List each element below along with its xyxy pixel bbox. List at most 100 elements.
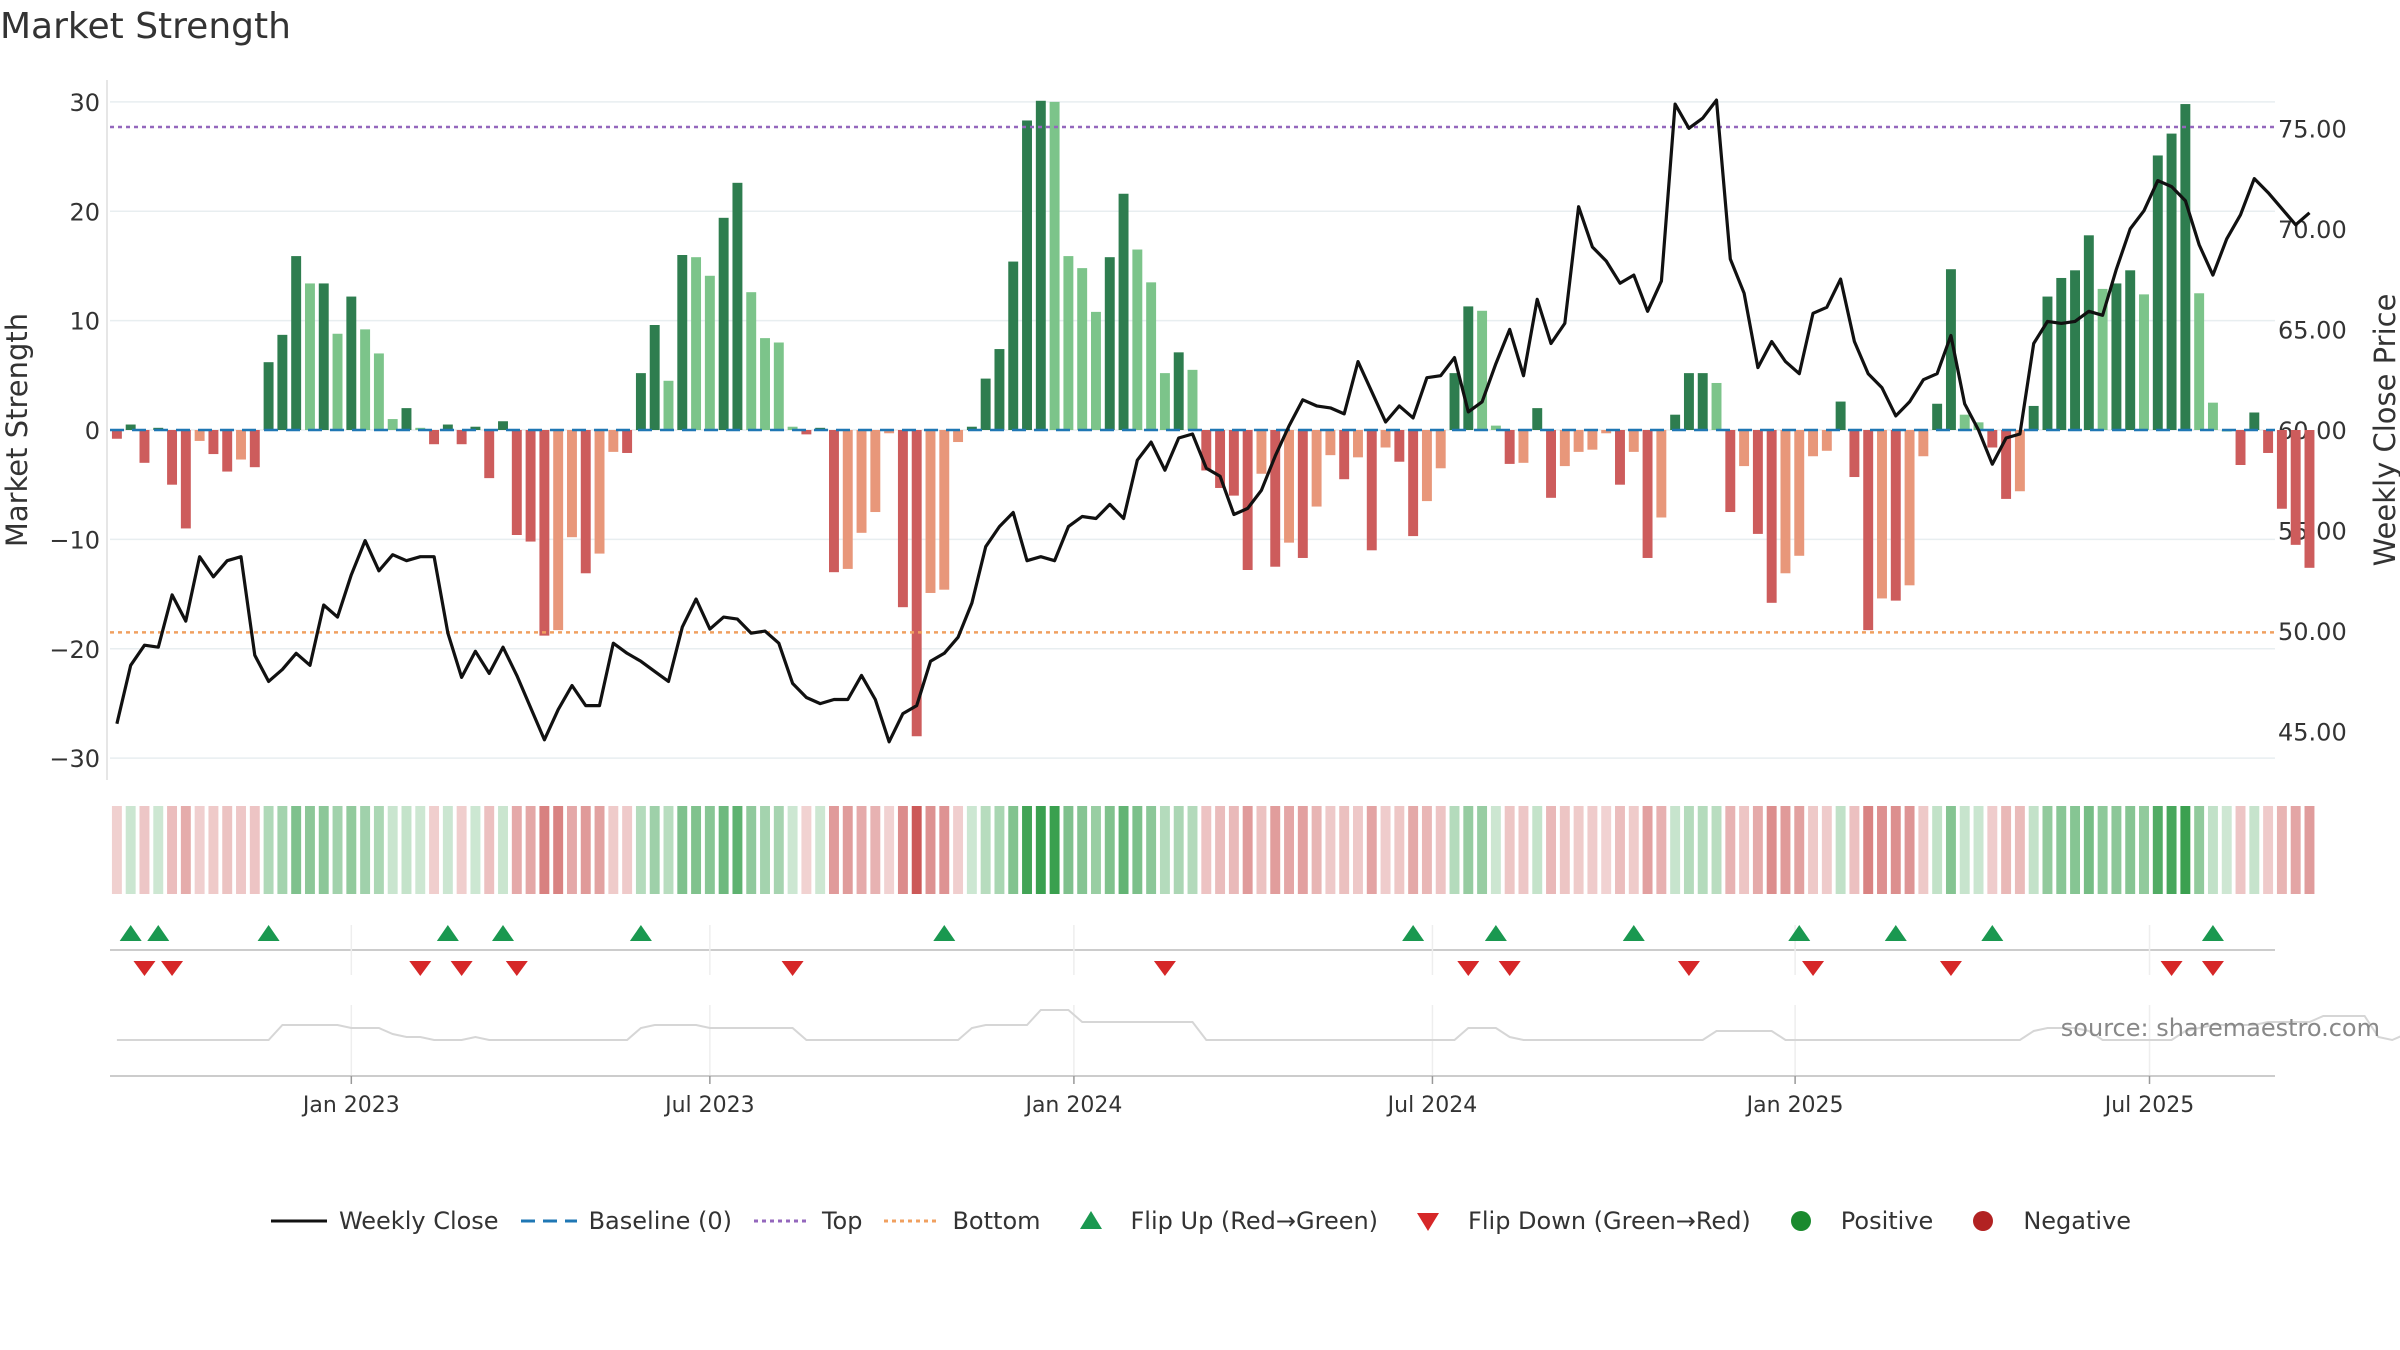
strength-bar xyxy=(622,430,633,453)
heat-strip-cell xyxy=(1546,806,1556,894)
x-tick-label: Jul 2024 xyxy=(1386,1093,1478,1118)
heat-strip-cell xyxy=(291,806,302,894)
heat-strip-cell xyxy=(1752,806,1763,894)
strength-bar xyxy=(2028,405,2039,430)
strength-bar xyxy=(1532,408,1543,430)
strength-bar xyxy=(1242,430,1253,570)
legend-item-weekly-close: Weekly Close xyxy=(269,1206,499,1236)
flip-down-marker xyxy=(161,961,184,976)
legend-label-negative: Negative xyxy=(2023,1207,2132,1235)
heat-strip-cell xyxy=(401,806,412,894)
strength-bar xyxy=(842,430,853,569)
strength-bar xyxy=(2152,155,2163,430)
heat-strip-cell xyxy=(1477,806,1488,894)
heat-strip-cell xyxy=(470,806,481,894)
strength-bar xyxy=(829,430,839,573)
heat-strip-cell xyxy=(1325,806,1336,894)
y2-tick-label: 65.00 xyxy=(2278,316,2347,344)
heat-strip-cell xyxy=(318,806,329,894)
strength-bar xyxy=(291,256,302,430)
heat-strip-cell xyxy=(1256,806,1267,894)
strength-bar xyxy=(2194,293,2205,430)
flip-up-marker xyxy=(1402,925,1425,941)
y-tick-label: −30 xyxy=(49,745,100,773)
heat-strip-cell xyxy=(153,806,164,894)
strength-bar xyxy=(1670,414,1681,430)
flip-down-marker xyxy=(1457,961,1480,976)
strength-bar xyxy=(1987,430,1998,448)
strength-bar xyxy=(1463,306,1474,430)
heat-strip-cell xyxy=(1642,806,1653,894)
strength-bar xyxy=(1077,268,1088,430)
strength-bar xyxy=(1518,430,1529,463)
strength-bar xyxy=(773,342,784,430)
heat-strip-cell xyxy=(691,806,702,894)
strength-bar xyxy=(498,421,508,430)
heat-strip-cell xyxy=(1697,806,1708,894)
flip-up-marker xyxy=(1788,925,1811,941)
heat-strip-cell xyxy=(1187,806,1198,894)
heat-strip-cell xyxy=(815,806,826,894)
heat-strip-cell xyxy=(2263,806,2274,894)
heat-strip-cell xyxy=(718,806,729,894)
legend-item-baseline: Baseline (0) xyxy=(519,1206,732,1236)
heat-strip-cell xyxy=(2028,806,2039,894)
heat-strip-cell xyxy=(1628,806,1639,894)
heat-strip-cell xyxy=(663,806,674,894)
strength-bar xyxy=(1091,311,1101,430)
triangle-up-icon xyxy=(1079,1211,1102,1229)
y-tick-label: 30 xyxy=(69,89,100,117)
heat-strip-cell xyxy=(856,806,867,894)
heat-strip-cell xyxy=(1228,806,1239,894)
heat-strip-cell xyxy=(249,806,260,894)
flip-up-marker xyxy=(1884,925,1907,941)
heat-strip-cell xyxy=(966,806,977,894)
heat-strip-cell xyxy=(1973,806,1984,894)
heat-strip-cell xyxy=(2276,806,2287,894)
baseline-dashed-icon xyxy=(520,1219,577,1223)
heat-strip-cell xyxy=(1821,806,1832,894)
strength-bar xyxy=(1601,430,1612,434)
flip-down-marker xyxy=(409,961,432,976)
heat-strip-cell xyxy=(2001,806,2012,894)
heat-strip-cell xyxy=(2207,806,2218,894)
strength-bar xyxy=(760,338,770,430)
strength-bar xyxy=(939,430,950,590)
heat-strip-cell xyxy=(2194,806,2205,894)
flip-down-marker xyxy=(1153,961,1176,976)
y-tick-label: 10 xyxy=(69,308,100,336)
heat-strip-cell xyxy=(208,806,219,894)
heat-strip-cell xyxy=(649,806,660,894)
heat-strip-cell xyxy=(1904,806,1915,894)
heat-strip-cell xyxy=(884,806,895,894)
heat-strip-cell xyxy=(1835,806,1846,894)
strength-bar xyxy=(718,217,729,430)
legend-label-top: Top xyxy=(821,1207,863,1235)
strength-bar xyxy=(1394,430,1405,462)
weekly-close-line xyxy=(115,98,2311,744)
strength-bar xyxy=(2001,430,2012,499)
strength-bar xyxy=(2304,430,2315,568)
flip-up-marker xyxy=(933,925,956,941)
heat-strip-cell xyxy=(994,806,1005,894)
heat-strip-cell xyxy=(1877,806,1887,894)
heat-strip-cell xyxy=(704,806,715,894)
strength-bar xyxy=(1904,430,1915,586)
strength-bar xyxy=(2070,270,2081,430)
strength-bar xyxy=(1573,430,1584,452)
strength-bar xyxy=(1159,373,1170,430)
strength-bar xyxy=(194,430,205,441)
strength-bar xyxy=(167,430,178,485)
flip-down-marker xyxy=(1939,961,1962,976)
strength-bar xyxy=(456,430,467,445)
strength-bar xyxy=(470,426,481,430)
heat-strip-cell xyxy=(1656,806,1667,894)
heat-strip-cell xyxy=(1091,806,1101,894)
heat-strip-cell xyxy=(553,806,564,894)
strength-bar xyxy=(1697,373,1708,430)
strength-bar xyxy=(1063,256,1074,430)
strength-bar xyxy=(373,353,384,430)
strength-bar xyxy=(1173,352,1184,430)
heat-strip-cell xyxy=(373,806,384,894)
y2-tick-label: 45.00 xyxy=(2278,719,2347,747)
